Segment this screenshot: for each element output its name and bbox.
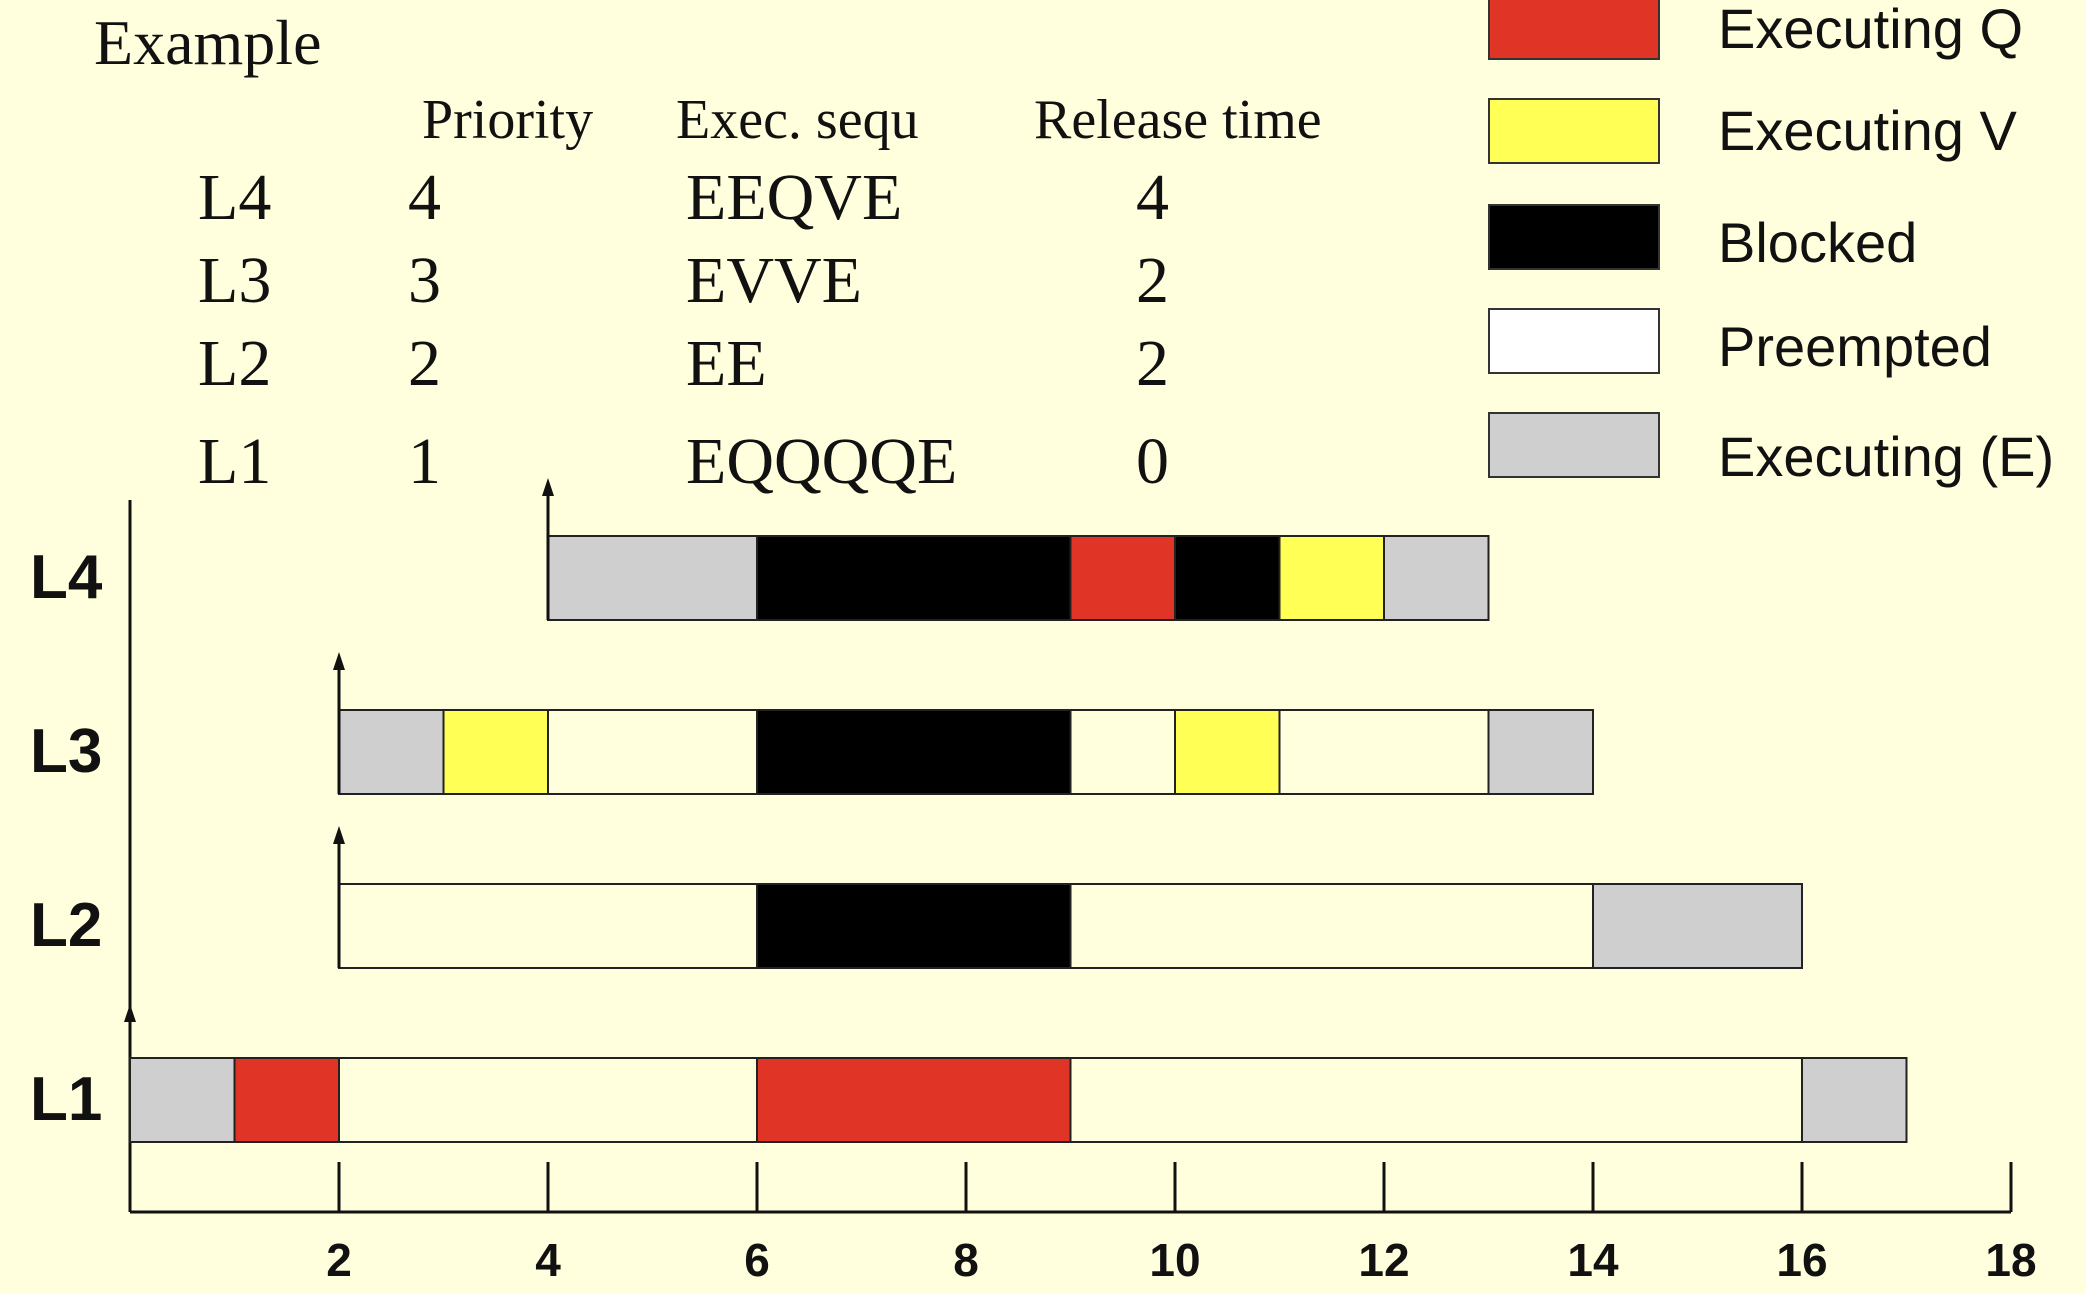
legend-label-executing-q: Executing Q xyxy=(1718,0,2024,60)
x-tick-label: 12 xyxy=(1358,1234,1409,1286)
x-tick-label: 18 xyxy=(1985,1234,2036,1286)
task-name: L4 xyxy=(198,161,272,234)
segment-l1-e xyxy=(129,1057,236,1143)
y-axis-arrow xyxy=(124,1004,136,1022)
segment-l1-e xyxy=(1801,1057,1908,1143)
row-label-l2: L2 xyxy=(30,891,102,960)
release-arrow-head xyxy=(333,826,345,844)
row-label-l3: L3 xyxy=(30,717,102,786)
header-priority: Priority xyxy=(422,89,594,151)
segment-l1-p xyxy=(338,1057,758,1143)
segment-l3-b xyxy=(756,709,1072,795)
segment-l3-e xyxy=(338,709,445,795)
segment-l2-e xyxy=(1592,883,1803,969)
x-tick-label: 2 xyxy=(326,1234,352,1286)
example-title: Example xyxy=(94,7,322,78)
task-priority: 4 xyxy=(408,161,441,234)
x-tick-label: 6 xyxy=(744,1234,770,1286)
segment-l3-v xyxy=(442,709,549,795)
segment-l2-p xyxy=(338,883,758,969)
release-arrow-head xyxy=(333,652,345,670)
release-arrow-head xyxy=(542,478,554,496)
legend-label-blocked: Blocked xyxy=(1718,211,1918,274)
segment-l3-p xyxy=(547,709,758,795)
header-release-time: Release time xyxy=(1034,89,1322,151)
row-label-l4: L4 xyxy=(30,543,103,612)
segment-l3-p xyxy=(1069,709,1176,795)
segment-l4-v xyxy=(1278,535,1385,621)
task-name: L3 xyxy=(198,244,272,317)
task-name: L1 xyxy=(198,425,272,498)
legend-label-executing-v: Executing V xyxy=(1718,99,2017,162)
task-sequence: EE xyxy=(686,327,767,400)
x-tick-label: 8 xyxy=(953,1234,979,1286)
legend-swatch-blocked xyxy=(1488,204,1660,270)
task-priority: 2 xyxy=(408,327,441,400)
segment-l4-e xyxy=(547,535,758,621)
segment-l3-e xyxy=(1487,709,1594,795)
header-exec-sequ: Exec. sequ xyxy=(676,89,919,151)
task-sequence: EEQVE xyxy=(686,161,903,234)
x-tick-label: 4 xyxy=(535,1234,561,1286)
segment-l4-b xyxy=(1174,535,1281,621)
segment-l1-q xyxy=(756,1057,1072,1143)
segment-l1-q xyxy=(233,1057,340,1143)
segment-l2-b xyxy=(756,883,1072,969)
task-priority: 3 xyxy=(408,244,441,317)
legend-swatch-executing-v xyxy=(1488,98,1660,164)
legend-swatch-preempted xyxy=(1488,308,1660,374)
segment-l4-e xyxy=(1383,535,1490,621)
x-tick-label: 14 xyxy=(1567,1234,1619,1286)
segment-l4-b xyxy=(756,535,1072,621)
legend-swatch-executing-e xyxy=(1488,412,1660,478)
segment-l2-p xyxy=(1069,883,1594,969)
task-sequence: EVVE xyxy=(686,244,862,317)
task-sequence: EQQQQE xyxy=(686,425,958,498)
task-release: 2 xyxy=(1136,327,1169,400)
task-priority: 1 xyxy=(408,425,441,498)
task-name: L2 xyxy=(198,327,272,400)
legend-label-preempted: Preempted xyxy=(1718,315,1992,378)
segment-l1-p xyxy=(1069,1057,1803,1143)
row-label-l1: L1 xyxy=(30,1065,102,1134)
segment-l3-v xyxy=(1174,709,1281,795)
legend-label-executing-e: Executing (E) xyxy=(1718,425,2055,488)
segment-l4-q xyxy=(1069,535,1176,621)
segment-l3-p xyxy=(1278,709,1490,795)
x-tick-label: 10 xyxy=(1149,1234,1200,1286)
task-release: 2 xyxy=(1136,244,1169,317)
task-release: 4 xyxy=(1136,161,1169,234)
task-release: 0 xyxy=(1136,425,1169,498)
x-tick-label: 16 xyxy=(1776,1234,1827,1286)
legend-swatch-executing-q xyxy=(1488,0,1660,60)
